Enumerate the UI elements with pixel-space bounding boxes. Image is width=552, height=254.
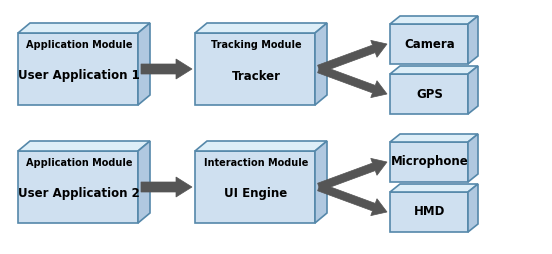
Polygon shape bbox=[195, 141, 327, 151]
Text: GPS: GPS bbox=[417, 87, 443, 100]
Polygon shape bbox=[468, 184, 478, 232]
Polygon shape bbox=[18, 34, 138, 106]
Text: UI Engine: UI Engine bbox=[224, 187, 288, 200]
Text: User Application 2: User Application 2 bbox=[18, 187, 140, 200]
Polygon shape bbox=[468, 17, 478, 65]
Polygon shape bbox=[390, 192, 468, 232]
Text: User Application 1: User Application 1 bbox=[18, 69, 140, 82]
Polygon shape bbox=[390, 17, 478, 25]
Polygon shape bbox=[195, 24, 327, 34]
Text: Tracking Module: Tracking Module bbox=[211, 40, 301, 50]
Polygon shape bbox=[315, 141, 327, 223]
Polygon shape bbox=[317, 184, 387, 216]
Text: Application Module: Application Module bbox=[26, 40, 132, 50]
Polygon shape bbox=[18, 24, 150, 34]
Polygon shape bbox=[317, 66, 387, 98]
Polygon shape bbox=[468, 134, 478, 182]
Text: Tracker: Tracker bbox=[231, 69, 280, 82]
Text: Interaction Module: Interaction Module bbox=[204, 157, 308, 167]
Text: Microphone: Microphone bbox=[391, 155, 469, 168]
Polygon shape bbox=[138, 24, 150, 106]
Polygon shape bbox=[390, 184, 478, 192]
Text: HMD: HMD bbox=[415, 205, 445, 218]
Polygon shape bbox=[390, 134, 478, 142]
Polygon shape bbox=[195, 34, 315, 106]
Polygon shape bbox=[390, 25, 468, 65]
Polygon shape bbox=[468, 67, 478, 115]
Text: Application Module: Application Module bbox=[26, 157, 132, 167]
Polygon shape bbox=[18, 141, 150, 151]
Polygon shape bbox=[315, 24, 327, 106]
Polygon shape bbox=[141, 177, 192, 197]
Text: Camera: Camera bbox=[405, 37, 455, 50]
Polygon shape bbox=[317, 159, 387, 191]
Polygon shape bbox=[390, 142, 468, 182]
Polygon shape bbox=[390, 67, 478, 75]
Polygon shape bbox=[317, 41, 387, 73]
Polygon shape bbox=[141, 60, 192, 80]
Polygon shape bbox=[195, 151, 315, 223]
Polygon shape bbox=[138, 141, 150, 223]
Polygon shape bbox=[18, 151, 138, 223]
Polygon shape bbox=[390, 75, 468, 115]
